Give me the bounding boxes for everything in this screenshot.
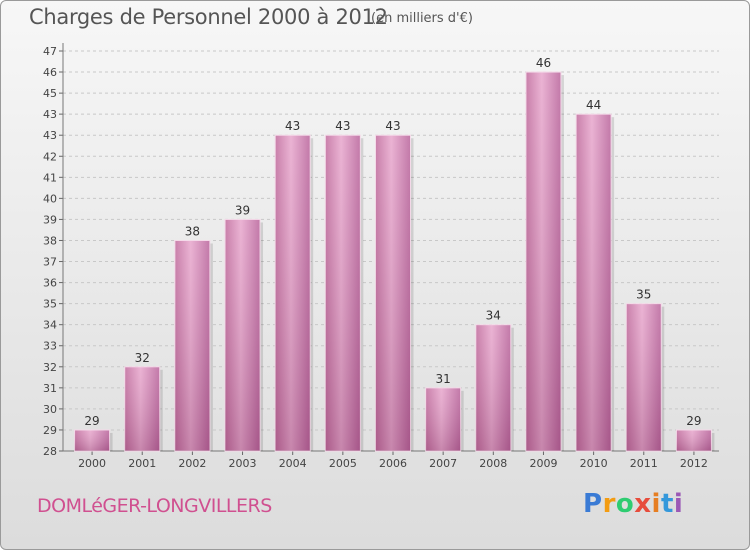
y-tick-label: 39 xyxy=(43,213,57,226)
x-tick-label: 2009 xyxy=(529,457,557,470)
data-label: 29 xyxy=(686,414,701,428)
bar-shade xyxy=(275,135,311,452)
bar-shade xyxy=(225,219,261,451)
logo-letter: x xyxy=(634,489,652,519)
chart-subtitle: (en milliers d'€) xyxy=(371,11,473,26)
bar-shade xyxy=(375,135,411,452)
x-tick-label: 2005 xyxy=(329,457,357,470)
y-tick-label: 43 xyxy=(43,108,57,121)
proxiti-logo: Proxiti xyxy=(583,489,683,519)
y-tick-label: 35 xyxy=(43,298,57,311)
y-tick-label: 41 xyxy=(43,171,57,184)
bar-shade xyxy=(74,429,110,451)
y-tick-label: 47 xyxy=(43,45,57,58)
logo-letter: r xyxy=(602,489,616,519)
bar-shade xyxy=(325,135,361,452)
y-tick-label: 40 xyxy=(43,192,57,205)
bar-shade xyxy=(676,429,712,451)
y-tick-label: 34 xyxy=(43,319,57,332)
data-label: 29 xyxy=(84,414,99,428)
bar-shade xyxy=(124,366,160,451)
y-tick-label: 28 xyxy=(43,445,57,458)
bar-shade xyxy=(425,387,461,451)
y-tick-label: 43 xyxy=(43,129,57,142)
x-tick-label: 2011 xyxy=(630,457,658,470)
data-label: 34 xyxy=(486,309,501,323)
y-tick-label: 38 xyxy=(43,234,57,247)
data-label: 31 xyxy=(436,372,451,386)
y-tick-label: 32 xyxy=(43,361,57,374)
data-label: 43 xyxy=(385,119,400,133)
x-tick-label: 2007 xyxy=(429,457,457,470)
place-name: DOMLéGER-LONGVILLERS xyxy=(37,495,272,517)
x-tick-label: 2006 xyxy=(379,457,407,470)
data-label: 38 xyxy=(185,224,200,238)
x-tick-label: 2010 xyxy=(580,457,608,470)
logo-letter: i xyxy=(673,489,684,519)
bar-shade xyxy=(576,114,612,451)
x-tick-label: 2000 xyxy=(78,457,106,470)
data-label: 43 xyxy=(335,119,350,133)
bar-shade xyxy=(626,303,662,451)
logo-letter: o xyxy=(615,489,635,519)
y-tick-label: 46 xyxy=(43,66,57,79)
logo-letter: t xyxy=(660,489,674,519)
x-tick-label: 2012 xyxy=(680,457,708,470)
data-label: 32 xyxy=(135,351,150,365)
x-tick-label: 2002 xyxy=(178,457,206,470)
bar-shade xyxy=(525,72,561,451)
logo-letter: i xyxy=(651,489,661,519)
data-label: 46 xyxy=(536,56,551,70)
x-tick-label: 2008 xyxy=(479,457,507,470)
y-tick-label: 42 xyxy=(43,150,57,163)
chart-title: Charges de Personnel 2000 à 2012 xyxy=(29,5,388,29)
bar-shade xyxy=(475,324,511,451)
y-tick-label: 30 xyxy=(43,403,57,416)
x-tick-label: 2004 xyxy=(279,457,307,470)
bar-shade xyxy=(174,240,210,451)
logo-letter: P xyxy=(583,489,603,519)
y-tick-label: 36 xyxy=(43,277,57,290)
data-label: 43 xyxy=(285,119,300,133)
y-tick-label: 37 xyxy=(43,256,57,269)
y-tick-label: 33 xyxy=(43,340,57,353)
data-label: 39 xyxy=(235,203,250,217)
y-tick-label: 31 xyxy=(43,382,57,395)
x-tick-label: 2003 xyxy=(229,457,257,470)
data-label: 44 xyxy=(586,98,601,112)
x-tick-label: 2001 xyxy=(128,457,156,470)
y-tick-label: 29 xyxy=(43,424,57,437)
data-label: 35 xyxy=(636,288,651,302)
y-tick-label: 45 xyxy=(43,87,57,100)
